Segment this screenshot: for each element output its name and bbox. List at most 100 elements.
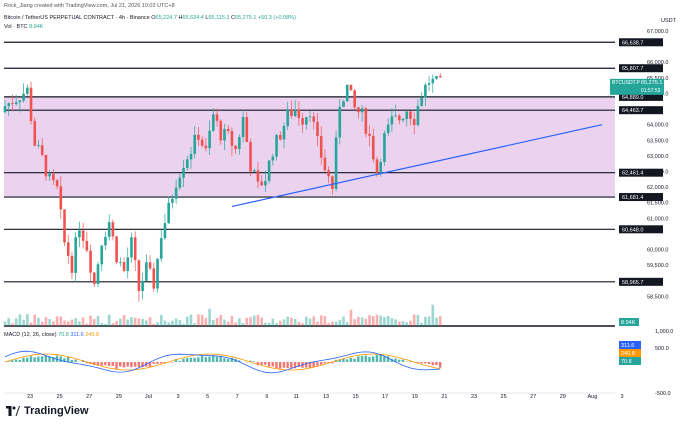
volume-bar bbox=[3, 321, 7, 326]
level-badge-label: 58,965.7 bbox=[622, 280, 643, 286]
date-tick-label: 21 bbox=[441, 394, 447, 400]
volume-bar bbox=[81, 317, 85, 326]
volume-bar bbox=[379, 315, 383, 326]
volume-bar bbox=[435, 317, 438, 326]
volume-bar bbox=[338, 320, 342, 326]
volume-bar bbox=[260, 317, 263, 326]
candle-body bbox=[334, 137, 338, 189]
volume-bar bbox=[14, 318, 18, 326]
volume-bar bbox=[305, 316, 308, 326]
macd-histogram-bar bbox=[238, 360, 241, 362]
macd-info: MACD (12, 26, close) 70.8 311.6 240.8 bbox=[4, 332, 99, 338]
volume-bar bbox=[115, 320, 118, 326]
macd-histogram-bar bbox=[290, 362, 293, 369]
volume-bar bbox=[312, 316, 316, 326]
date-tick-label: 29 bbox=[560, 394, 566, 400]
volume-bar bbox=[267, 322, 271, 326]
candle-body bbox=[267, 160, 271, 181]
ohlc-low: 65,115.3 bbox=[208, 15, 230, 21]
candle-body bbox=[234, 145, 237, 150]
countdown-label: 01:57:53 bbox=[641, 88, 661, 94]
macd-line-value: 311.6 bbox=[70, 332, 84, 338]
candle-body bbox=[182, 167, 185, 178]
volume-bar bbox=[189, 314, 193, 326]
macd-histogram-bar bbox=[252, 361, 256, 362]
volume-bar bbox=[316, 321, 319, 326]
macd-histogram-bar bbox=[427, 362, 431, 365]
macd-histogram-bar bbox=[308, 362, 312, 368]
volume-bar bbox=[223, 319, 226, 326]
ohlc-close-label: C bbox=[231, 15, 235, 21]
macd-histogram-bar bbox=[349, 357, 353, 362]
candle-body bbox=[156, 258, 159, 289]
candle-body bbox=[278, 134, 282, 140]
volume-bar bbox=[353, 319, 356, 326]
level-badge bbox=[619, 168, 663, 177]
volume-bar bbox=[219, 314, 223, 326]
volume-badge-label: 8.94K bbox=[621, 320, 636, 326]
macd-histogram-bar bbox=[375, 354, 379, 362]
candle-body bbox=[178, 177, 182, 188]
volume-bar bbox=[383, 316, 386, 326]
volume-bar bbox=[104, 323, 107, 326]
candle-body bbox=[409, 111, 412, 120]
candle-body bbox=[331, 176, 334, 189]
candle-body bbox=[390, 116, 394, 125]
currency-label: USDT bbox=[661, 18, 677, 24]
volume-bar bbox=[234, 322, 237, 326]
candle-body bbox=[44, 154, 48, 177]
volume-bar bbox=[264, 322, 267, 326]
volume-bar bbox=[141, 318, 144, 326]
candle-body bbox=[59, 186, 63, 210]
macd-histogram-bar bbox=[357, 356, 360, 362]
date-tick-label: 13 bbox=[323, 394, 329, 400]
macd-badge bbox=[619, 357, 641, 365]
volume-info: Vol · BTC 8.94K bbox=[4, 24, 43, 30]
candle-body bbox=[386, 124, 390, 134]
volume-bar bbox=[323, 316, 327, 326]
volume-bar bbox=[174, 318, 178, 326]
volume-bar bbox=[96, 316, 100, 326]
candle-body bbox=[379, 162, 383, 174]
volume-bar bbox=[33, 314, 37, 326]
volume-bar bbox=[424, 316, 427, 326]
candle-body bbox=[171, 198, 174, 203]
macd-histogram-bar bbox=[44, 355, 48, 362]
ticker-badge-label: BTCUSDT.P bbox=[612, 80, 640, 86]
macd-histogram-bar bbox=[431, 362, 434, 366]
macd-histogram-bar bbox=[275, 362, 278, 369]
price-tick-label: 64,000.0 bbox=[647, 123, 668, 129]
macd-histogram-bar bbox=[85, 362, 88, 364]
macd-histogram-bar bbox=[122, 362, 126, 368]
level-badge-label: 66,638.7 bbox=[622, 40, 643, 46]
macd-histogram-bar bbox=[59, 356, 62, 362]
ohlc-open: 65,224.7 bbox=[155, 15, 177, 21]
ohlc-close: 65,275.1 bbox=[235, 15, 257, 21]
candle-body bbox=[260, 181, 263, 186]
level-badge bbox=[619, 193, 663, 202]
candle-body bbox=[427, 83, 431, 85]
candle-body bbox=[148, 262, 152, 269]
candle-body bbox=[323, 157, 327, 171]
macd-histogram-bar bbox=[66, 356, 70, 362]
ohlc-change: +50.3 (+0.08%) bbox=[257, 15, 296, 21]
macd-histogram-bar bbox=[18, 359, 21, 362]
candle-body bbox=[66, 242, 70, 256]
volume-bar bbox=[18, 314, 22, 326]
candle-body bbox=[412, 119, 416, 125]
volume-bar bbox=[431, 304, 435, 326]
level-badge bbox=[619, 106, 663, 115]
macd-histogram-bar bbox=[312, 362, 315, 368]
volume-bar bbox=[48, 319, 51, 326]
macd-histogram-bar bbox=[70, 359, 74, 362]
volume-bar bbox=[427, 316, 431, 326]
macd-histogram-bar bbox=[141, 362, 144, 368]
volume-bar bbox=[256, 314, 260, 326]
candle-body bbox=[193, 134, 197, 154]
candle-body bbox=[212, 114, 215, 131]
candle-body bbox=[119, 262, 122, 263]
level-badge-label: 61,681.4 bbox=[622, 195, 643, 201]
level-badge-label: 62,461.4 bbox=[622, 171, 643, 177]
macd-histogram-bar bbox=[305, 362, 308, 368]
